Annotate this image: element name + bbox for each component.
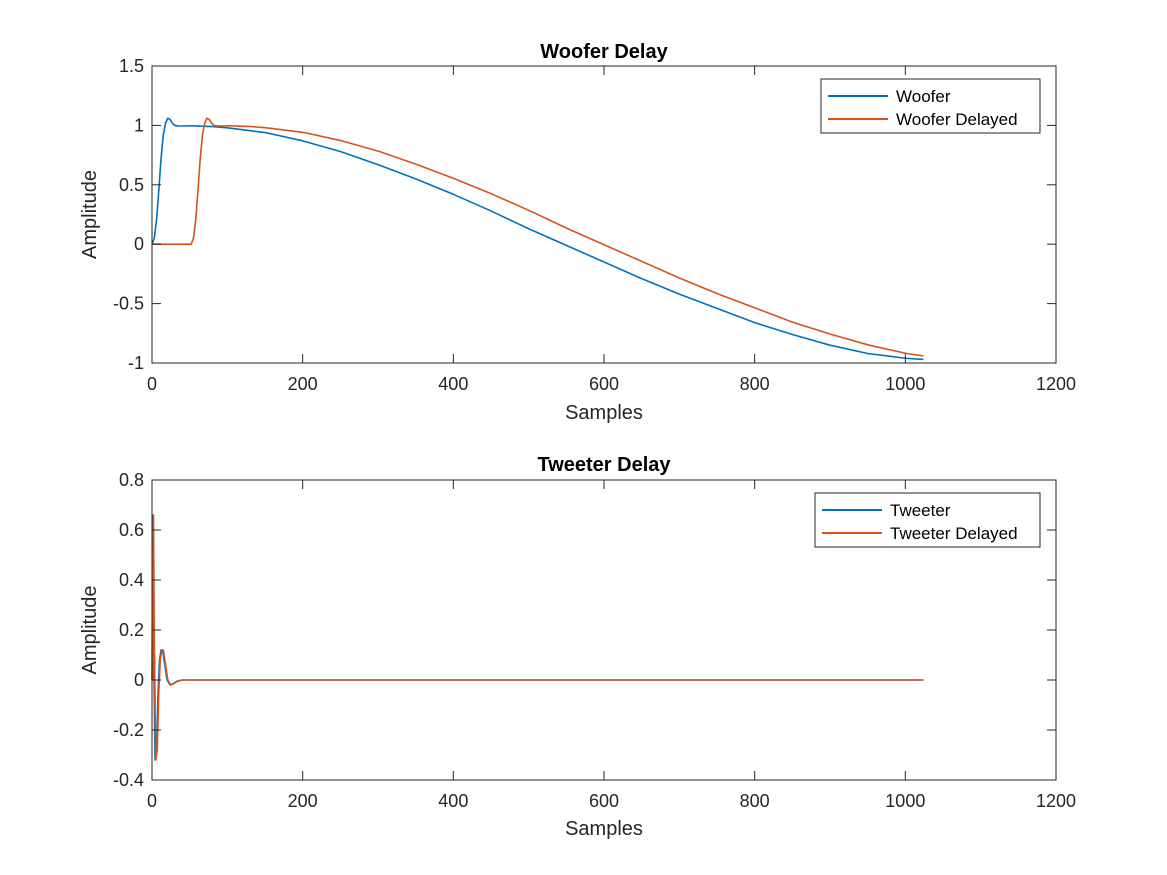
x-tick-label: 1000 [885, 374, 925, 394]
y-tick-label: -0.2 [113, 720, 144, 740]
y-tick-label: -0.4 [113, 770, 144, 790]
x-tick-label: 1000 [885, 791, 925, 811]
series-line-woofer-delayed [152, 117, 924, 357]
legend-box [820, 78, 1041, 134]
tweeter-delay-chart: Tweeter Delay 0 200 400 600 800 1000 1200 -0.4 -… [79, 454, 1076, 840]
y-tick-label: 0 [134, 234, 144, 254]
x-tick-label: 200 [288, 374, 318, 394]
x-tick-label: 400 [438, 374, 468, 394]
x-tick-label: 800 [740, 791, 770, 811]
chart-title: Tweeter Delay [537, 454, 671, 476]
legend-label-woofer-delayed: Woofer Delayed [896, 110, 1018, 129]
y-tick-label: 0.8 [119, 470, 144, 490]
legend-label-woofer: Woofer [896, 87, 951, 106]
woofer-delay-chart: Woofer Delay 0 200 400 600 800 1000 1200 -1 -0.5… [79, 41, 1076, 424]
legend-label-tweeter-delayed: Tweeter Delayed [890, 524, 1018, 543]
y-tick-label: 1.5 [119, 56, 144, 76]
y-tick-label: 0.2 [119, 620, 144, 640]
x-tick-label: 600 [589, 791, 619, 811]
y-axis-label: Amplitude [79, 586, 101, 675]
x-tick-label: 1200 [1036, 791, 1076, 811]
y-tick-label: -0.5 [113, 294, 144, 314]
y-tick-label: 0 [134, 670, 144, 690]
series-line-tweeter-delayed [151, 514, 924, 761]
x-tick-label: 800 [740, 374, 770, 394]
ticks: 0 200 400 600 800 1000 1200 -0.4 -0.2 0 0.2 0.4 0.6 0… [113, 470, 1076, 811]
x-axis-label: Samples [565, 818, 643, 840]
y-axis-label: Amplitude [79, 170, 101, 259]
y-tick-label: -1 [128, 353, 144, 373]
x-tick-label: 0 [147, 374, 157, 394]
x-tick-label: 0 [147, 791, 157, 811]
series-line-woofer [151, 117, 924, 361]
legend: Tweeter Tweeter Delayed [814, 492, 1041, 548]
plot-area [151, 514, 924, 761]
x-tick-label: 200 [288, 791, 318, 811]
legend-box [814, 492, 1041, 548]
plot-area [151, 117, 924, 361]
x-tick-label: 400 [438, 791, 468, 811]
x-tick-label: 600 [589, 374, 619, 394]
y-tick-label: 0.4 [119, 570, 144, 590]
x-tick-label: 1200 [1036, 374, 1076, 394]
ticks: 0 200 400 600 800 1000 1200 -1 -0.5 0 0.5 1 1.5 [113, 56, 1076, 394]
y-tick-label: 1 [134, 115, 144, 135]
legend: Woofer Woofer Delayed [820, 78, 1041, 134]
legend-label-tweeter: Tweeter [890, 501, 951, 520]
y-tick-label: 0.5 [119, 175, 144, 195]
y-tick-label: 0.6 [119, 520, 144, 540]
x-axis-label: Samples [565, 402, 643, 424]
chart-title: Woofer Delay [540, 41, 668, 63]
